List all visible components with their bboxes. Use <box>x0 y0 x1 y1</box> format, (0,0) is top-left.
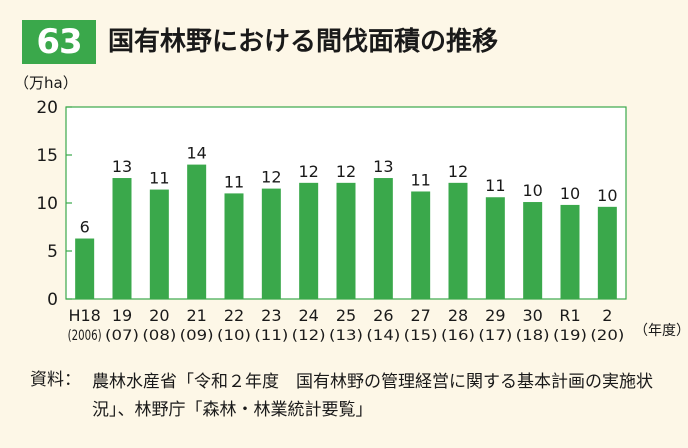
bar-24 <box>299 182 319 299</box>
y-tick-label: 10 <box>36 194 58 214</box>
x-axis-label: （年度） <box>634 323 688 339</box>
data-label: 10 <box>560 184 580 203</box>
data-label: 13 <box>373 157 393 176</box>
y-tick-label: 15 <box>36 146 58 166</box>
bar-chart: 0 5 10 15 20 （万ha） （年度） 6 H18 (2006) 13 19 (07) 11 20… <box>14 74 688 344</box>
data-label: 10 <box>522 181 542 200</box>
data-label: 12 <box>336 162 356 181</box>
bar-19 <box>112 178 132 299</box>
bar-H18 <box>75 238 95 299</box>
x-tick-label: 19 <box>112 306 132 325</box>
bar-30 <box>523 202 543 299</box>
bar-22 <box>224 193 244 299</box>
data-label: 13 <box>112 157 132 176</box>
y-tick-label: 5 <box>47 242 58 262</box>
data-label: 14 <box>186 144 206 163</box>
x-tick-sublabel: (14) <box>366 328 400 344</box>
data-label: 11 <box>410 170 430 189</box>
bar-26 <box>373 178 393 299</box>
x-tick-sublabel: (07) <box>105 328 139 344</box>
x-tick-sublabel: (2006) <box>68 328 102 344</box>
x-tick-sublabel: (10) <box>217 328 251 344</box>
bar-29 <box>485 197 505 299</box>
x-tick-label: 22 <box>224 306 244 325</box>
bar-25 <box>336 182 356 299</box>
x-tick-label: 29 <box>485 306 505 325</box>
data-label: 10 <box>597 186 617 205</box>
bar-21 <box>187 164 207 299</box>
bar-28 <box>448 182 468 299</box>
x-tick-sublabel: (15) <box>404 328 438 344</box>
data-label: 11 <box>224 172 244 191</box>
chart-bars <box>75 164 617 299</box>
x-tick-label: 25 <box>336 306 356 325</box>
data-label: 11 <box>485 176 505 195</box>
x-tick-label: 27 <box>410 306 430 325</box>
x-tick-label: 30 <box>522 306 542 325</box>
x-tick-label: 26 <box>373 306 393 325</box>
y-tick-label: 20 <box>36 98 58 118</box>
x-tick-label: 23 <box>261 306 281 325</box>
x-tick-label: 24 <box>298 306 318 325</box>
x-tick-sublabel: (09) <box>180 328 214 344</box>
source-text: 農林水産省「令和２年度 国有林野の管理経営に関する基本計画の実施状況」、林野庁「… <box>92 372 653 420</box>
x-tick-label: R1 <box>559 306 580 325</box>
y-tick-label: 0 <box>47 290 58 310</box>
x-tick-sublabel: (12) <box>292 328 326 344</box>
y-axis-label: （万ha） <box>14 74 78 92</box>
x-tick-label: 28 <box>448 306 468 325</box>
x-tick-sublabel: (17) <box>478 328 512 344</box>
bar-20 <box>149 189 169 299</box>
data-label: 12 <box>298 162 318 181</box>
x-tick-sublabel: (18) <box>516 328 550 344</box>
x-tick-label: H18 <box>68 306 100 325</box>
x-tick-label: 2 <box>602 306 612 325</box>
source-label: 資料： <box>30 370 81 390</box>
x-tick-sublabel: (19) <box>553 328 587 344</box>
x-tick-sublabel: (11) <box>254 328 288 344</box>
chart-title: 国有林野における間伐面積の推移 <box>108 27 499 57</box>
x-tick-sublabel: (13) <box>329 328 363 344</box>
data-label: 12 <box>261 168 281 187</box>
x-tick-sublabel: (16) <box>441 328 475 344</box>
data-label: 11 <box>149 169 169 188</box>
data-label: 6 <box>80 218 90 237</box>
bar-2 <box>597 206 617 299</box>
bar-27 <box>411 191 431 299</box>
x-tick-label: 21 <box>186 306 206 325</box>
x-tick-sublabel: (20) <box>590 328 624 344</box>
x-tick-sublabel: (08) <box>142 328 176 344</box>
x-tick-label: 20 <box>149 306 169 325</box>
bar-R1 <box>560 204 580 299</box>
figure-number-badge: 63 <box>22 20 96 64</box>
bar-23 <box>261 188 281 299</box>
chart-labels: 6 H18 (2006) 13 19 (07) 11 20 (08) 14 21 (09) 11 22 (1… <box>68 144 625 344</box>
data-label: 12 <box>448 162 468 181</box>
